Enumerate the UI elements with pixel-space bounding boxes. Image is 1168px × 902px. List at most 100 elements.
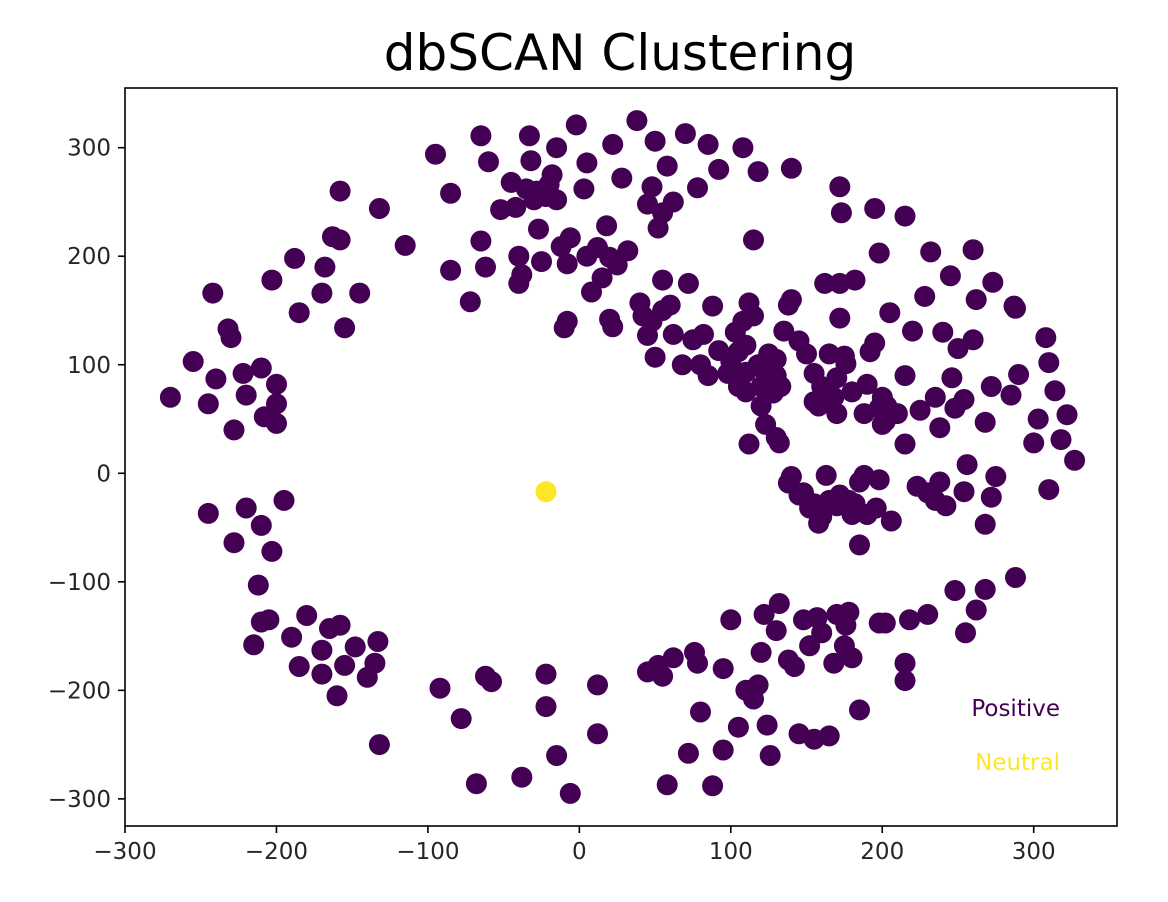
point-positive-1 (182, 351, 204, 372)
point-positive-305 (849, 699, 870, 721)
point-positive-308 (894, 652, 916, 674)
point-positive-313 (955, 622, 976, 644)
point-positive-204 (974, 411, 996, 433)
point-positive-114 (920, 241, 942, 263)
point-positive-149 (735, 334, 757, 356)
point-positive-264 (559, 782, 581, 804)
y-tick-label: 200 (67, 244, 111, 270)
point-positive-129 (652, 269, 674, 291)
point-positive-80 (565, 114, 587, 136)
x-tick-label: −200 (245, 839, 308, 865)
point-positive-27 (197, 502, 219, 524)
point-positive-210 (1027, 408, 1049, 430)
point-positive-249 (956, 454, 978, 476)
point-positive-193 (902, 320, 923, 342)
point-positive-289 (768, 593, 790, 614)
point-positive-54 (459, 291, 481, 313)
y-axis: −300 −200 −100 0 100 200 300 (48, 136, 125, 813)
point-positive-276 (702, 775, 724, 797)
point-positive-259 (481, 671, 502, 693)
point-positive-132 (662, 323, 684, 345)
point-positive-29 (235, 497, 257, 519)
point-positive-251 (980, 486, 1002, 508)
point-positive-110 (830, 202, 852, 224)
point-positive-242 (894, 433, 916, 455)
point-neutral-0 (535, 481, 557, 503)
point-positive-95 (641, 176, 663, 198)
point-positive-174 (826, 403, 848, 425)
point-positive-6 (220, 327, 242, 349)
point-positive-316 (1005, 567, 1026, 588)
x-tick-label: 300 (1012, 839, 1056, 865)
point-positive-104 (708, 158, 730, 180)
point-positive-7 (223, 419, 245, 441)
point-positive-128 (644, 346, 666, 368)
point-positive-58 (478, 151, 499, 173)
point-positive-241 (880, 510, 902, 532)
point-positive-192 (894, 365, 916, 387)
point-positive-121 (556, 310, 578, 332)
point-positive-28 (223, 532, 245, 554)
point-positive-280 (727, 716, 749, 738)
y-tick-label: −300 (48, 787, 111, 813)
point-positive-297 (811, 622, 833, 644)
point-positive-93 (626, 110, 648, 132)
point-positive-62 (508, 245, 530, 267)
point-positive-40 (311, 639, 333, 661)
point-positive-123 (602, 316, 624, 338)
point-positive-50 (368, 734, 390, 756)
point-positive-43 (326, 685, 348, 707)
point-positive-26 (394, 234, 416, 256)
point-positive-105 (732, 137, 754, 159)
point-positive-307 (874, 612, 896, 634)
chart-title: dbSCAN Clustering (384, 24, 856, 82)
point-positive-253 (1038, 479, 1060, 501)
point-positive-222 (780, 466, 802, 487)
point-positive-229 (815, 464, 837, 486)
point-positive-311 (917, 603, 939, 625)
point-positive-48 (364, 652, 386, 674)
point-positive-113 (894, 205, 916, 227)
point-positive-37 (281, 626, 303, 648)
point-positive-165 (796, 343, 817, 365)
point-positive-176 (829, 307, 851, 329)
y-tick-label: 100 (67, 353, 111, 379)
point-positive-194 (909, 399, 931, 421)
point-positive-256 (429, 677, 451, 699)
point-positive-172 (823, 386, 845, 408)
point-positive-285 (753, 603, 775, 625)
point-positive-23 (334, 317, 356, 339)
point-positive-33 (247, 574, 269, 596)
point-positive-32 (273, 489, 295, 511)
point-positive-184 (864, 332, 886, 354)
point-positive-299 (823, 652, 845, 674)
point-positive-112 (868, 242, 890, 264)
point-positive-310 (899, 609, 920, 631)
point-positive-190 (879, 302, 901, 324)
point-positive-30 (250, 514, 272, 536)
point-positive-178 (835, 353, 857, 375)
point-positive-199 (941, 367, 963, 389)
point-positive-133 (671, 354, 693, 376)
point-positive-67 (520, 150, 542, 172)
point-positive-45 (334, 654, 356, 676)
point-positive-103 (697, 133, 719, 155)
point-positive-250 (974, 513, 996, 535)
point-positive-213 (1044, 380, 1066, 402)
point-positive-240 (868, 469, 890, 491)
point-positive-82 (576, 152, 598, 174)
point-positive-216 (1064, 449, 1086, 471)
point-positive-49 (367, 631, 389, 652)
point-positive-254 (849, 534, 870, 556)
point-positive-134 (677, 272, 699, 294)
point-positive-271 (662, 647, 684, 669)
point-positive-81 (573, 178, 595, 200)
y-tick-label: 0 (96, 461, 111, 487)
point-positive-284 (750, 641, 772, 663)
x-axis: −300 −200 −100 0 100 200 300 (93, 826, 1056, 865)
point-positive-9 (235, 384, 257, 406)
point-positive-109 (829, 176, 851, 198)
y-tick-label: 300 (67, 136, 111, 162)
point-positive-291 (783, 656, 805, 677)
